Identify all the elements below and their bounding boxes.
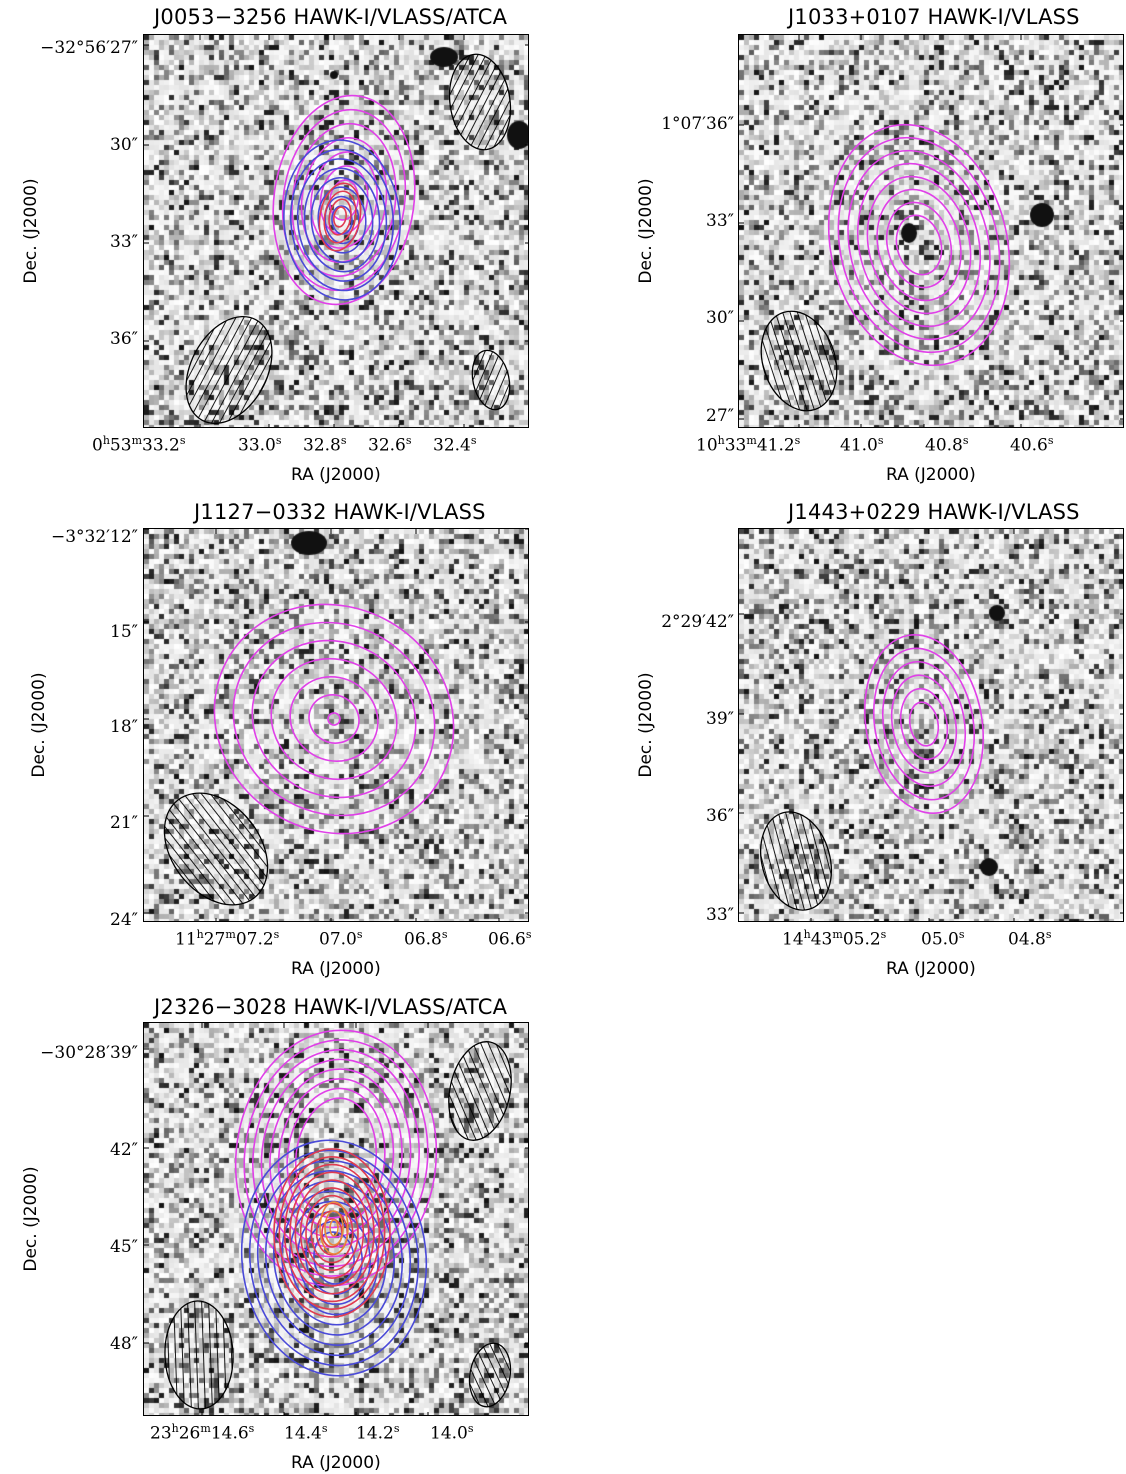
- contour-overlay: [144, 35, 528, 427]
- contours-magenta: [213, 603, 455, 835]
- x-axis-label: RA (J2000): [886, 959, 976, 979]
- contours-red: [273, 1148, 391, 1318]
- beam-ellipse: [448, 1041, 512, 1141]
- y-tick: 2°29′42″: [661, 612, 734, 632]
- y-tick: 27″: [706, 406, 734, 426]
- x-tick: 40.6s: [1010, 434, 1054, 456]
- x-tick: 11h27m07.2s: [175, 928, 280, 950]
- y-tick: −30°28′39″: [40, 1043, 138, 1063]
- y-tick: 48″: [110, 1334, 138, 1354]
- image-frame: [738, 528, 1124, 922]
- x-tick: 05.0s: [921, 928, 965, 950]
- contours-orange: [319, 1201, 349, 1255]
- beam-ellipse: [164, 1300, 234, 1410]
- panel-title: J0053−3256 HAWK-I/VLASS/ATCA: [154, 5, 508, 29]
- image-frame: [143, 34, 529, 428]
- x-tick: 06.8s: [404, 928, 448, 950]
- image-frame: [738, 34, 1124, 428]
- beam-ellipse: [471, 349, 511, 411]
- x-tick: 04.8s: [1008, 928, 1052, 950]
- panel-title: J2326−3028 HAWK-I/VLASS/ATCA: [154, 995, 508, 1019]
- x-axis-label: RA (J2000): [291, 959, 381, 979]
- x-tick: 06.6s: [488, 928, 532, 950]
- x-tick: 14h43m05.2s: [782, 928, 887, 950]
- x-axis-label: RA (J2000): [291, 1453, 381, 1473]
- y-tick: 18″: [110, 717, 138, 737]
- y-tick: 36″: [706, 806, 734, 826]
- y-tick: −3°32′12″: [50, 527, 138, 547]
- contour-overlay: [739, 35, 1123, 427]
- x-tick: 14.0s: [430, 1422, 474, 1444]
- x-tick: 32.8s: [303, 434, 347, 456]
- y-tick: 30″: [706, 308, 734, 328]
- y-tick: 42″: [110, 1140, 138, 1160]
- y-tick: 33″: [706, 905, 734, 925]
- contour-overlay: [144, 1023, 528, 1415]
- contours-magenta: [863, 633, 985, 815]
- y-axis-label: Dec. (J2000): [21, 1166, 41, 1272]
- x-tick: 14.2s: [356, 1422, 400, 1444]
- y-tick: 45″: [110, 1237, 138, 1257]
- y-tick: 36″: [110, 329, 138, 349]
- x-tick: 0h53m33.2s: [92, 434, 186, 456]
- image-frame: [143, 1022, 529, 1416]
- x-tick: 23h26m14.6s: [150, 1422, 255, 1444]
- x-tick: 41.0s: [840, 434, 884, 456]
- y-tick: 24″: [110, 910, 138, 930]
- beam-ellipse: [760, 310, 838, 412]
- contours-magenta: [827, 123, 1011, 367]
- beam-ellipse: [448, 53, 512, 151]
- y-tick: 33″: [706, 211, 734, 231]
- image-frame: [143, 528, 529, 922]
- y-tick: 33″: [110, 232, 138, 252]
- panel-title: J1033+0107 HAWK-I/VLASS: [788, 5, 1080, 29]
- x-tick: 33.0s: [238, 434, 282, 456]
- contours-magenta: [272, 94, 416, 306]
- y-tick: −32°56′27″: [40, 38, 138, 58]
- y-tick: 39″: [706, 709, 734, 729]
- contours-blue: [283, 139, 401, 301]
- panel-title: J1127−0332 HAWK-I/VLASS: [194, 500, 486, 524]
- contour-overlay: [144, 529, 528, 921]
- beam-ellipse: [468, 1342, 512, 1408]
- x-tick: 32.4s: [433, 434, 477, 456]
- contour-overlay: [739, 529, 1123, 921]
- x-tick: 07.0s: [319, 928, 363, 950]
- y-axis-label: Dec. (J2000): [636, 178, 656, 284]
- contours-red: [318, 182, 362, 252]
- contours-blue: [240, 1139, 428, 1377]
- y-tick: 1°07′36″: [661, 114, 734, 134]
- y-axis-label: Dec. (J2000): [21, 178, 41, 284]
- x-tick: 32.6s: [368, 434, 412, 456]
- beam-ellipse: [760, 811, 832, 911]
- panel-title: J1443+0229 HAWK-I/VLASS: [788, 500, 1080, 524]
- x-tick: 14.4s: [284, 1422, 328, 1444]
- y-tick: 15″: [110, 622, 138, 642]
- y-tick: 30″: [110, 135, 138, 155]
- x-axis-label: RA (J2000): [291, 465, 381, 485]
- beam-ellipse: [185, 315, 273, 425]
- x-tick: 40.8s: [925, 434, 969, 456]
- y-tick: 21″: [110, 813, 138, 833]
- x-axis-label: RA (J2000): [886, 465, 976, 485]
- x-tick: 10h33m41.2s: [696, 434, 801, 456]
- beam-ellipse: [163, 792, 269, 906]
